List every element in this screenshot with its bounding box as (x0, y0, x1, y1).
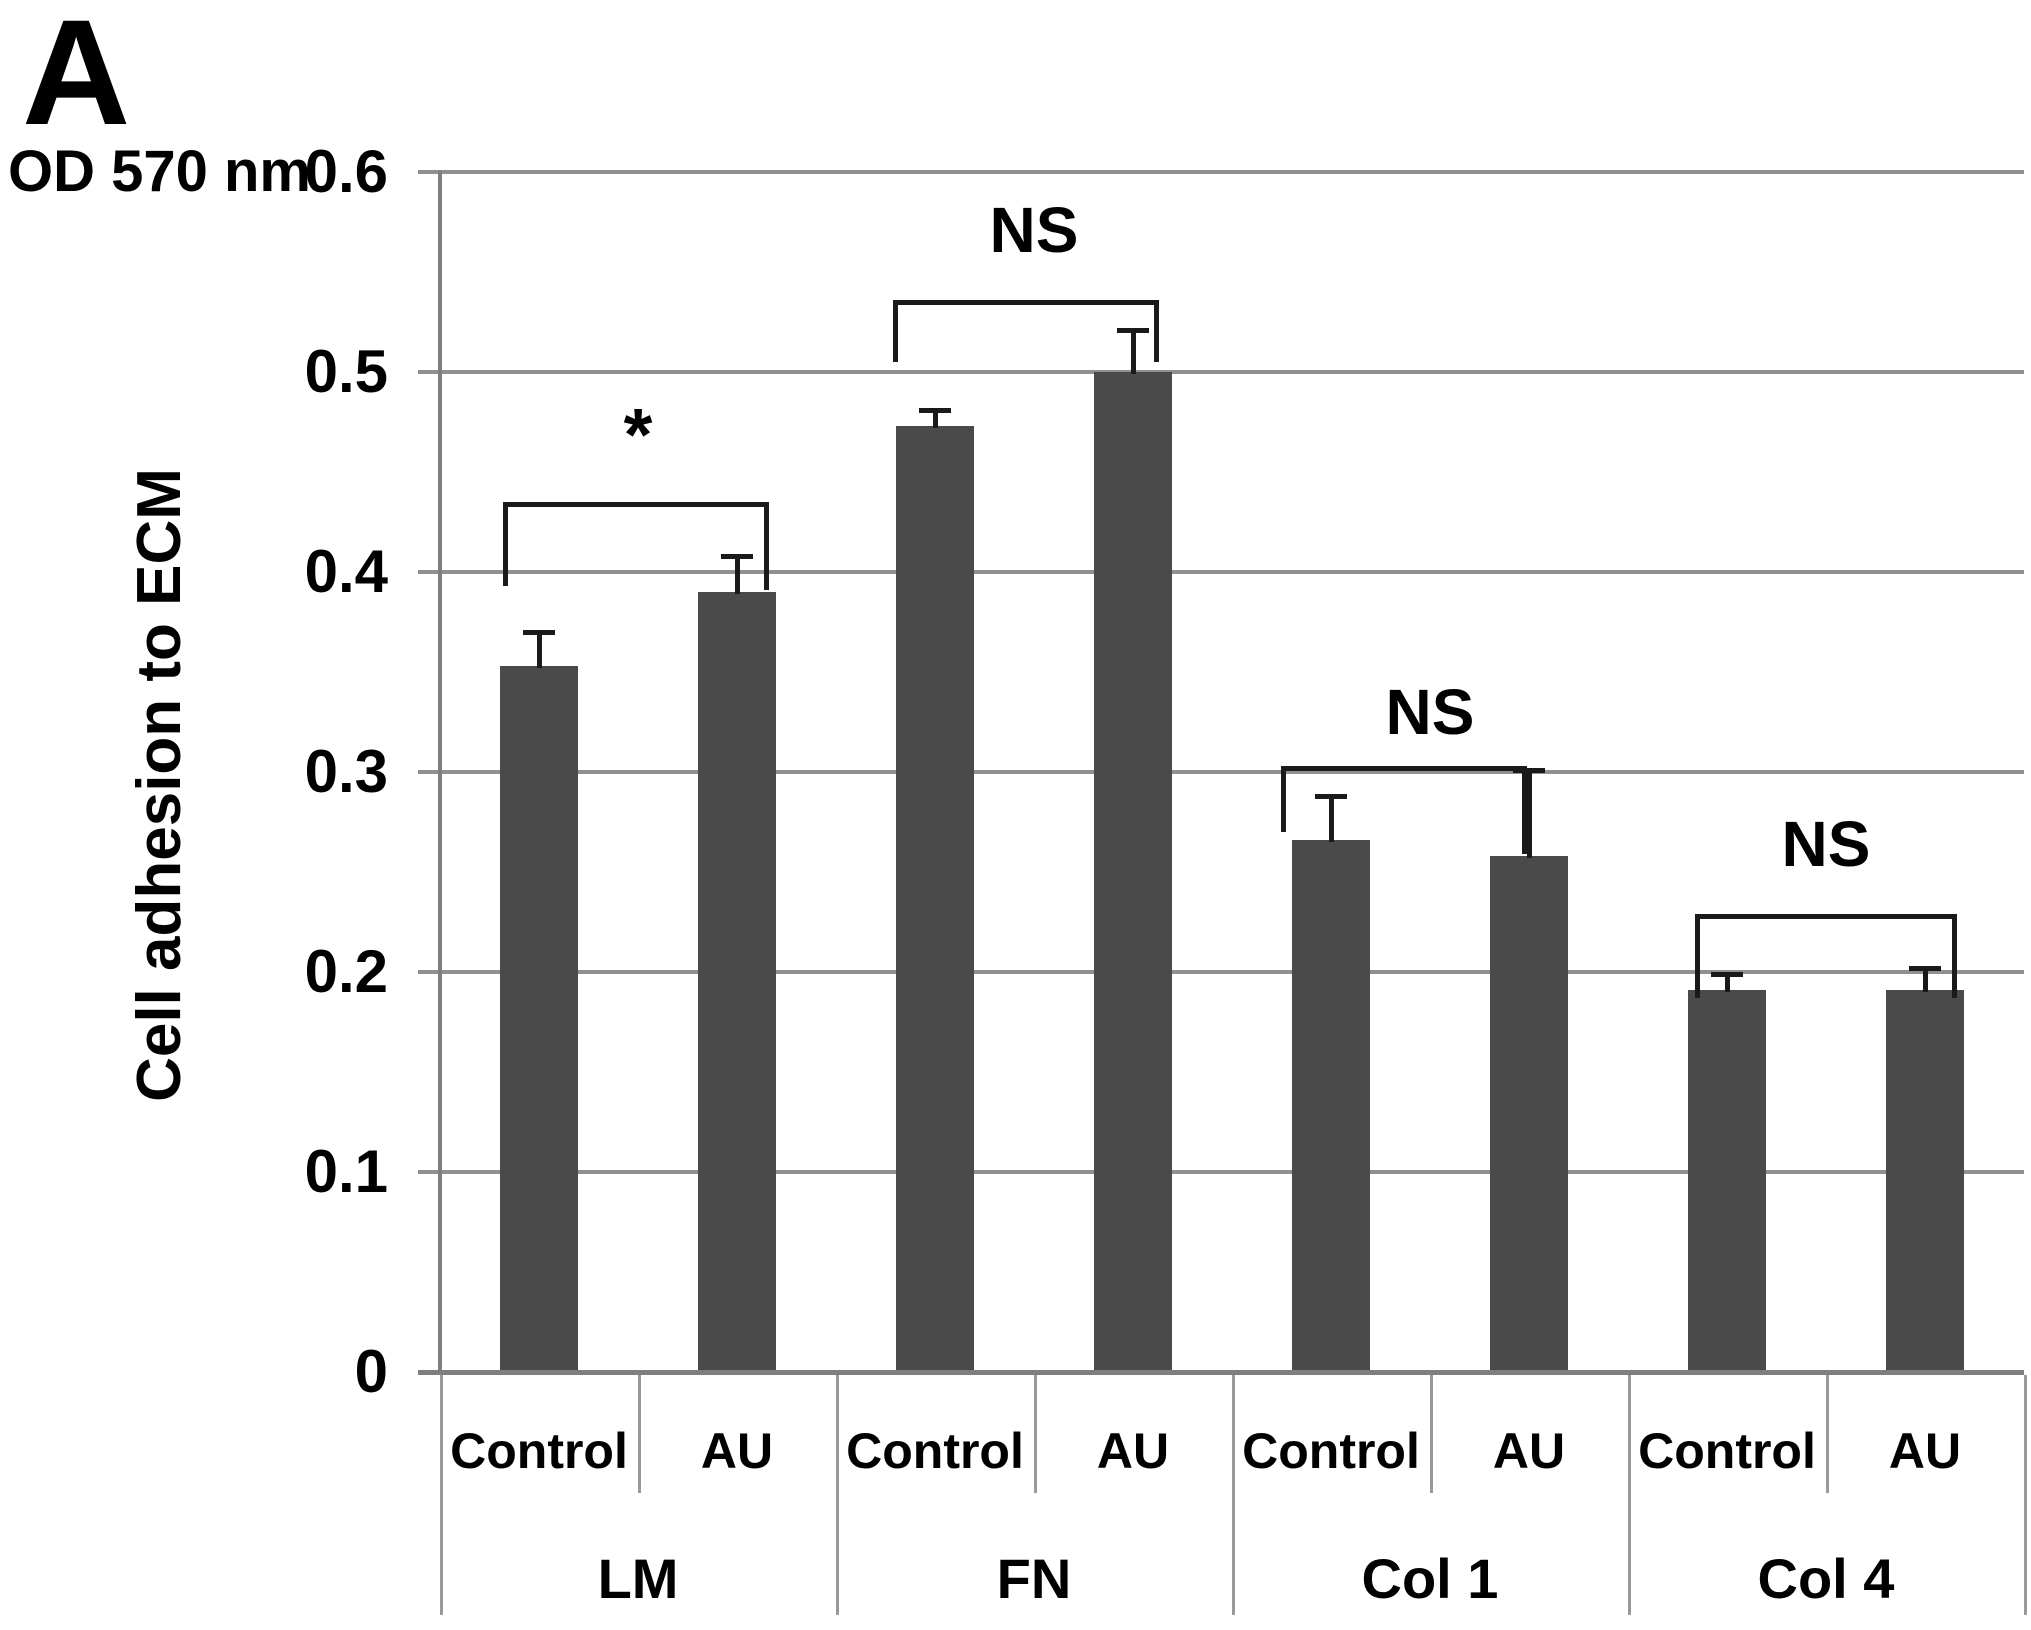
sig-bracket-right-tick (764, 502, 769, 590)
error-bar-cap (919, 408, 951, 413)
y-tick-label: 0.2 (304, 938, 388, 1005)
group-separator (1232, 1375, 1235, 1615)
y-tick-label: 0.3 (304, 738, 388, 805)
sig-bracket-line (1695, 914, 1957, 919)
category-label: Control (1638, 1423, 1816, 1479)
category-label: AU (700, 1423, 774, 1479)
error-bar (933, 412, 938, 428)
error-bar-cap (1117, 328, 1149, 333)
group-separator (1628, 1375, 1631, 1615)
sig-bracket-left-tick (1695, 914, 1700, 998)
error-bar-cap (1315, 794, 1347, 799)
category-label: AU (1888, 1423, 1962, 1479)
gridline (418, 370, 2024, 374)
sig-bracket-left-tick (503, 502, 508, 586)
error-bar (1527, 772, 1532, 858)
category-separator (1826, 1375, 1829, 1493)
sig-label: NS (989, 194, 1079, 266)
panel-letter: A (22, 0, 131, 156)
gridline (418, 1170, 2024, 1174)
bar (1490, 856, 1568, 1372)
bar (1292, 840, 1370, 1372)
bar (1688, 990, 1766, 1372)
group-separator (836, 1375, 839, 1615)
gridline (418, 170, 2024, 174)
bar (698, 592, 776, 1372)
category-separator (638, 1375, 641, 1493)
group-label: LM (597, 1547, 679, 1610)
error-bar (1329, 798, 1334, 842)
x-axis-line (418, 1370, 2024, 1375)
bar (896, 426, 974, 1372)
sig-bracket-right-tick (1952, 914, 1957, 998)
y-axis-title: Cell adhesion to ECM (125, 468, 194, 1102)
gridline (418, 970, 2024, 974)
category-separator (1034, 1375, 1037, 1493)
error-bar-cap (523, 630, 555, 635)
sig-label: NS (1781, 808, 1871, 880)
y-tick-label: 0.1 (304, 1138, 388, 1205)
sig-bracket-line (503, 502, 769, 507)
category-label: Control (1242, 1423, 1420, 1479)
sig-bracket-line (1281, 766, 1527, 771)
group-separator (440, 1375, 443, 1615)
error-bar (735, 558, 740, 594)
sig-bracket-right-tick (1154, 300, 1159, 362)
error-bar (537, 634, 542, 668)
sig-bracket-right-tick (1522, 766, 1527, 854)
error-bar (1725, 976, 1730, 992)
sig-bracket-left-tick (1281, 766, 1286, 832)
category-label: AU (1096, 1423, 1170, 1479)
gridline (418, 770, 2024, 774)
y-axis-line (438, 170, 442, 1374)
error-bar-cap (721, 554, 753, 559)
sig-bracket-left-tick (893, 300, 898, 362)
y-tick-label: 0 (354, 1338, 388, 1405)
category-label: Control (450, 1423, 628, 1479)
y-tick-label: 0.5 (304, 338, 388, 405)
sig-label: * (623, 393, 653, 476)
bar (500, 666, 578, 1372)
category-separator (1430, 1375, 1433, 1493)
bar (1886, 990, 1964, 1372)
bar (1094, 372, 1172, 1372)
gridline (418, 570, 2024, 574)
category-label: Control (846, 1423, 1024, 1479)
category-label: AU (1492, 1423, 1566, 1479)
error-bar-cap (1711, 972, 1743, 977)
error-bar (1923, 970, 1928, 992)
group-label: Col 4 (1757, 1547, 1895, 1610)
group-label: FN (996, 1547, 1072, 1610)
group-separator (2024, 1375, 2027, 1615)
error-bar-cap (1513, 768, 1545, 773)
group-label: Col 1 (1361, 1547, 1499, 1610)
error-bar-cap (1909, 966, 1941, 971)
sig-label: NS (1385, 676, 1475, 748)
y-tick-label: 0.4 (304, 538, 388, 605)
sig-bracket-line (893, 300, 1159, 305)
error-bar (1131, 332, 1136, 374)
y-axis-unit-label: OD 570 nm (8, 139, 311, 204)
y-tick-label: 0.6 (304, 138, 388, 205)
